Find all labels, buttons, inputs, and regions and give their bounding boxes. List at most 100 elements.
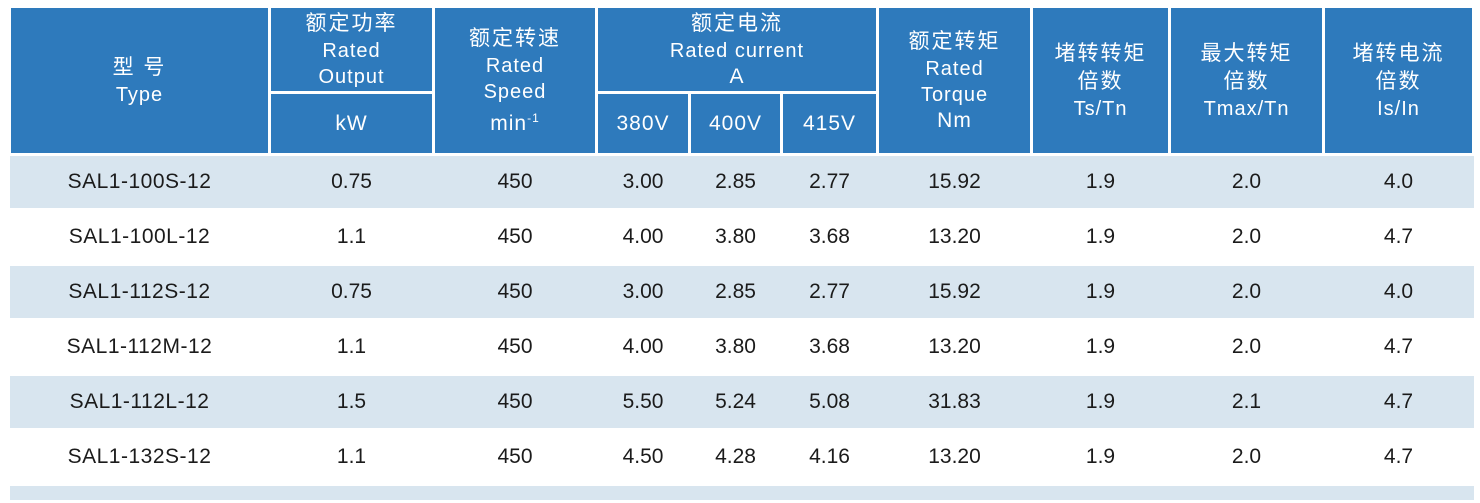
cell-ts-tn: 1.9 xyxy=(1031,263,1170,321)
cell-torque: 13.20 xyxy=(877,319,1032,375)
header-rated-current-unit: A xyxy=(729,64,745,88)
cell-output: 1.5 xyxy=(269,373,434,431)
table-body: SAL1-100S-12 0.75 450 3.00 2.85 2.77 15.… xyxy=(9,153,1474,503)
cell-model: SAL1-112L-12 xyxy=(9,373,270,431)
cell-speed: 450 xyxy=(433,263,597,321)
cell-current-380v: 4.00 xyxy=(596,209,690,265)
header-max-torque-zh1: 最大转矩 xyxy=(1200,41,1293,65)
header-rated-torque: 额定转矩 Rated Torque Nm xyxy=(876,5,1034,156)
header-rated-torque-zh: 额定转矩 xyxy=(908,29,1001,53)
cell-torque: 13.20 xyxy=(877,429,1032,485)
table-row: SAL1-132S-12 1.1 450 4.50 4.28 4.16 13.2… xyxy=(9,429,1474,485)
header-max-torque-ratio: Tmax/Tn xyxy=(1203,97,1290,120)
cell-output: 1.1 xyxy=(269,429,434,485)
cell-current-400v: 2.85 xyxy=(689,263,782,321)
cell-current-380v: 5.50 xyxy=(596,373,690,431)
header-rated-output-zh: 额定功率 xyxy=(305,11,398,35)
header-rated-speed-zh: 额定转速 xyxy=(469,26,561,50)
header-kw: kW xyxy=(268,91,435,156)
header-rated-current-zh: 额定电流 xyxy=(691,11,783,35)
header-rated-speed: 额定转速 Rated Speed min-1 xyxy=(432,5,598,156)
cell-tmax-tn: 2.0 xyxy=(1169,263,1324,321)
cell-output: 1.1 xyxy=(269,209,434,265)
header-max-torque: 最大转矩 倍数 Tmax/Tn xyxy=(1168,5,1326,156)
header-rated-output-en1: Rated xyxy=(322,39,381,62)
header-type: 型 号 Type xyxy=(8,5,271,156)
cell-speed: 450 xyxy=(433,319,597,375)
header-type-zh: 型 号 xyxy=(112,55,167,79)
cell-current-415v: 4.16 xyxy=(781,429,878,485)
table-row: SAL1-112S-12 0.75 450 3.00 2.85 2.77 15.… xyxy=(9,263,1474,321)
header-locked-rotor-current-zh1: 堵转电流 xyxy=(1352,41,1445,65)
cell-output: 1.1 xyxy=(269,319,434,375)
cell-model: SAL1-112M-12 xyxy=(9,319,270,375)
cell-current-415v: 2.77 xyxy=(781,263,878,321)
header-415v: 415V xyxy=(779,91,880,156)
header-rated-current: 额定电流 Rated current A xyxy=(594,5,880,94)
cell-current-400v: 2.85 xyxy=(689,153,782,211)
header-locked-rotor-current: 堵转电流 倍数 Is/In xyxy=(1322,5,1476,156)
cell-speed: 450 xyxy=(433,209,597,265)
header-max-torque-zh2: 倍数 xyxy=(1223,69,1270,93)
cell-torque: 15.92 xyxy=(877,263,1032,321)
cell-current-415v: 2.77 xyxy=(781,153,878,211)
cell-speed: 450 xyxy=(433,429,597,485)
header-380v: 380V xyxy=(595,91,691,156)
header-rated-torque-en2: Torque xyxy=(920,83,989,106)
cell-torque: 13.20 xyxy=(877,209,1032,265)
cell-current-380v: 4.50 xyxy=(596,429,690,485)
cell-model: SAL1-112S-12 xyxy=(9,263,270,321)
header-locked-rotor-torque-ratio: Ts/Tn xyxy=(1073,97,1128,120)
header-400v: 400V xyxy=(688,91,783,156)
header-type-en: Type xyxy=(115,83,164,106)
header-rated-torque-unit: Nm xyxy=(937,108,972,132)
cell-current-400v: 5.24 xyxy=(689,373,782,431)
cell-model: SAL1-132S-12 xyxy=(9,429,270,485)
cell-current-380v: 3.00 xyxy=(596,263,690,321)
table-header: 型 号 Type 额定功率 Rated Output 额定转速 Rated Sp… xyxy=(8,5,1476,156)
cell-ts-tn: 1.9 xyxy=(1031,209,1170,265)
header-locked-rotor-torque-zh2: 倍数 xyxy=(1077,69,1124,93)
cell-is-in: 4.7 xyxy=(1323,373,1474,431)
cell-tmax-tn: 2.0 xyxy=(1169,153,1324,211)
table-row: SAL1-100L-12 1.1 450 4.00 3.80 3.68 13.2… xyxy=(9,209,1474,265)
header-locked-rotor-torque: 堵转转矩 倍数 Ts/Tn xyxy=(1030,5,1172,156)
cell-model: SAL1-100L-12 xyxy=(9,209,270,265)
cell-partial xyxy=(9,483,1474,503)
header-rated-current-en: Rated current xyxy=(669,39,805,62)
header-locked-rotor-torque-zh1: 堵转转矩 xyxy=(1054,41,1147,65)
cell-tmax-tn: 2.0 xyxy=(1169,209,1324,265)
table-row-partial xyxy=(9,483,1474,503)
cell-current-400v: 4.28 xyxy=(689,429,782,485)
header-rated-output-en2: Output xyxy=(318,65,385,88)
cell-is-in: 4.7 xyxy=(1323,319,1474,375)
cell-torque: 15.92 xyxy=(877,153,1032,211)
cell-tmax-tn: 2.0 xyxy=(1169,319,1324,375)
cell-current-400v: 3.80 xyxy=(689,319,782,375)
cell-speed: 450 xyxy=(433,153,597,211)
header-rated-output: 额定功率 Rated Output xyxy=(268,5,435,94)
table-row: SAL1-100S-12 0.75 450 3.00 2.85 2.77 15.… xyxy=(9,153,1474,211)
cell-current-415v: 3.68 xyxy=(781,209,878,265)
header-rated-speed-en1: Rated xyxy=(485,54,545,77)
motor-spec-table: 型 号 Type 额定功率 Rated Output 额定转速 Rated Sp… xyxy=(8,5,1476,503)
cell-tmax-tn: 2.0 xyxy=(1169,429,1324,485)
cell-output: 0.75 xyxy=(269,153,434,211)
table-row: SAL1-112M-12 1.1 450 4.00 3.80 3.68 13.2… xyxy=(9,319,1474,375)
cell-ts-tn: 1.9 xyxy=(1031,319,1170,375)
cell-is-in: 4.0 xyxy=(1323,263,1474,321)
cell-ts-tn: 1.9 xyxy=(1031,429,1170,485)
header-rated-speed-unit: min-1 xyxy=(490,110,540,135)
header-locked-rotor-current-ratio: Is/In xyxy=(1377,97,1420,120)
cell-tmax-tn: 2.1 xyxy=(1169,373,1324,431)
cell-current-415v: 5.08 xyxy=(781,373,878,431)
table-row: SAL1-112L-12 1.5 450 5.50 5.24 5.08 31.8… xyxy=(9,373,1474,431)
cell-is-in: 4.7 xyxy=(1323,429,1474,485)
cell-ts-tn: 1.9 xyxy=(1031,153,1170,211)
cell-is-in: 4.7 xyxy=(1323,209,1474,265)
cell-model: SAL1-100S-12 xyxy=(9,153,270,211)
cell-current-380v: 3.00 xyxy=(596,153,690,211)
cell-output: 0.75 xyxy=(269,263,434,321)
header-rated-torque-en1: Rated xyxy=(925,57,984,80)
